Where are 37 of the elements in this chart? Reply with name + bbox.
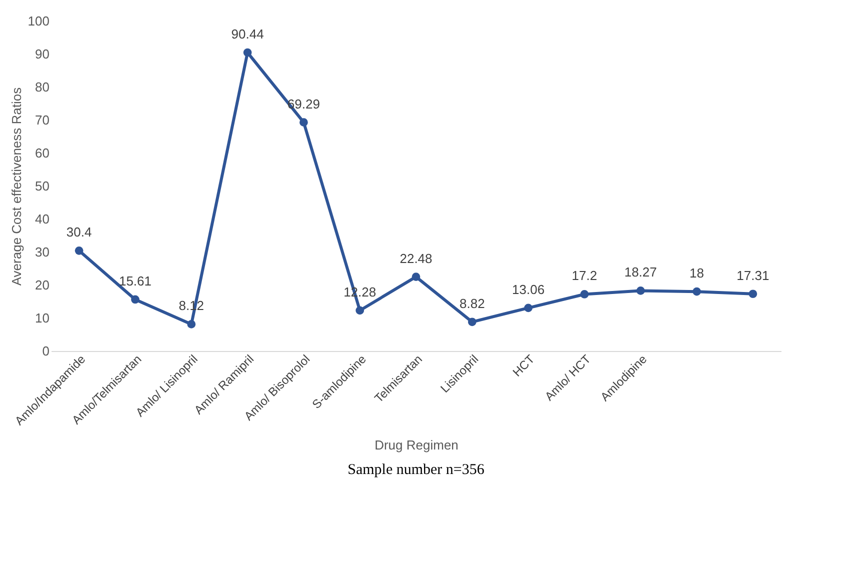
data-label: 18 <box>690 266 704 281</box>
y-tick-label: 40 <box>35 212 50 226</box>
y-tick-label: 80 <box>35 80 50 94</box>
x-axis-title: Drug Regimen <box>374 437 458 452</box>
y-tick-label: 30 <box>35 244 50 260</box>
y-tick-label: 0 <box>42 344 50 358</box>
point <box>580 290 589 298</box>
point <box>187 320 196 328</box>
y-tick-label: 10 <box>35 310 50 326</box>
data-label: 30.4 <box>66 224 92 240</box>
data-label: 17.2 <box>572 268 598 284</box>
data-label: 13.06 <box>512 282 545 297</box>
point <box>636 286 645 295</box>
point <box>300 118 308 127</box>
text: Sample number n=356 <box>348 462 485 478</box>
data-label: 22.48 <box>400 250 432 266</box>
point <box>74 246 84 255</box>
point <box>243 48 252 57</box>
point <box>412 272 420 281</box>
y-tick-label: 60 <box>35 146 50 160</box>
point <box>356 306 364 315</box>
y-tick-label: 100 <box>28 14 50 28</box>
data-label: 8.82 <box>460 296 485 311</box>
data-label: 17.31 <box>736 268 770 283</box>
point <box>524 304 532 312</box>
data-label: 18.27 <box>624 264 657 280</box>
y-tick-label: 20 <box>35 278 50 292</box>
y-tick-label: 50 <box>35 178 50 194</box>
y-tick-label: 90 <box>35 46 50 62</box>
y-axis-title: Average Cost effectiveness Ratios <box>8 86 24 286</box>
point <box>748 290 758 298</box>
y-tick-label: 70 <box>35 112 50 128</box>
data-label: 15.61 <box>118 273 152 288</box>
data-label: 90.44 <box>231 26 264 42</box>
point <box>692 287 701 296</box>
point <box>131 295 140 304</box>
point <box>468 318 476 326</box>
